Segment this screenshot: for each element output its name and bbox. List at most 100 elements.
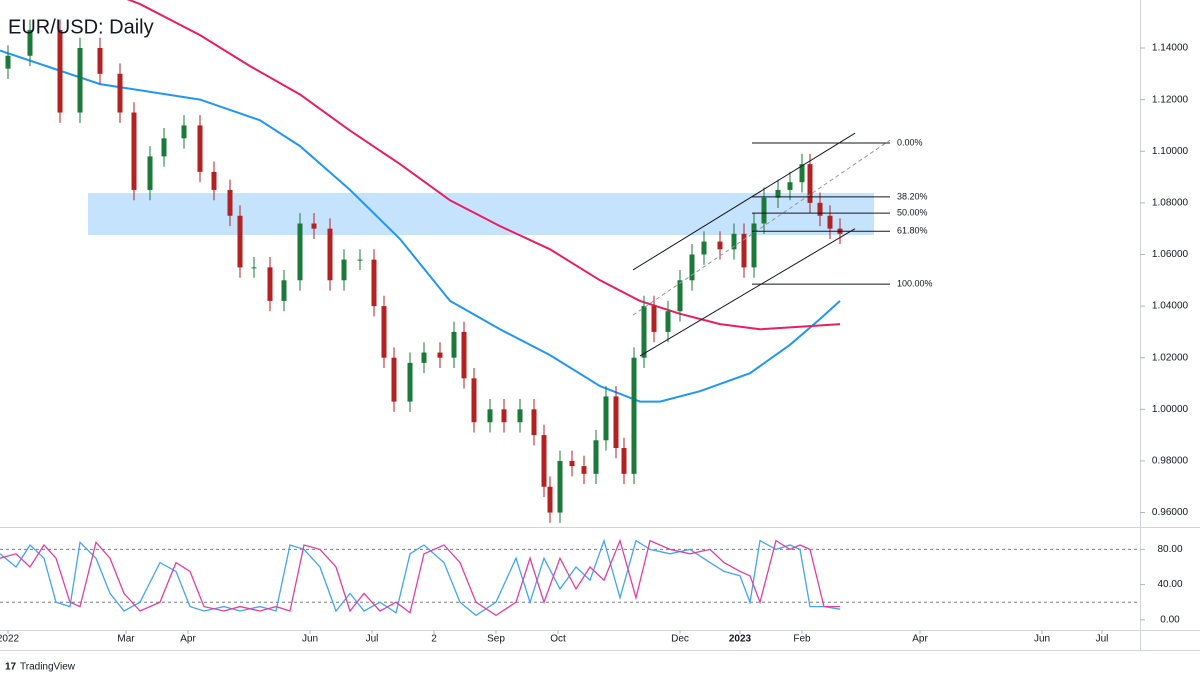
fib-label: 38.20%: [897, 191, 928, 201]
fib-label: 0.00%: [897, 137, 923, 147]
candle-body: [327, 228, 333, 281]
moving-average: [0, 49, 841, 403]
y-tick-label: 1.04000: [1152, 301, 1189, 312]
candle-body: [517, 409, 523, 423]
y-tick-label: 40.00: [1157, 579, 1182, 590]
candle-body: [461, 331, 467, 379]
logo-icon: 17: [5, 662, 17, 673]
candle-body: [407, 362, 413, 402]
candle-body: [817, 202, 823, 216]
candle-body: [131, 112, 137, 190]
candle-body: [161, 138, 167, 157]
y-tick-label: 1.12000: [1152, 94, 1189, 105]
candle-body: [267, 267, 273, 301]
x-tick-label: Dec: [671, 634, 689, 645]
candle-body: [775, 189, 781, 198]
logo: 17 TradingView: [5, 662, 76, 673]
candle-body: [297, 223, 303, 281]
candle-body: [27, 29, 33, 56]
candle-body: [531, 409, 537, 436]
x-tick-label: Mar: [117, 634, 135, 645]
candle-body: [677, 280, 683, 312]
candle-body: [631, 357, 637, 474]
trend-line: [632, 139, 891, 316]
fib-label: 50.00%: [897, 208, 928, 218]
candle-body: [451, 331, 457, 358]
candle-body: [251, 267, 257, 269]
x-tick-label: 2023: [729, 634, 752, 645]
candle-body: [665, 311, 671, 332]
candle-body: [5, 55, 11, 69]
candle-body: [357, 259, 363, 261]
candle-body: [501, 409, 507, 423]
candle-body: [621, 448, 627, 474]
candle-body: [569, 460, 575, 467]
y-tick-label: 0.96000: [1152, 507, 1189, 518]
price-pane: 0.00% 38.20% 50.00% 61.80% 100.00%: [0, 0, 933, 523]
x-tick-label: Oct: [550, 634, 566, 645]
candle-body: [807, 164, 813, 203]
x-tick-label: Apr: [180, 634, 196, 645]
candle-body: [827, 215, 833, 229]
candle-body: [77, 48, 83, 113]
candle-body: [613, 396, 619, 449]
support-zone: [88, 193, 874, 236]
candle-body: [751, 223, 757, 268]
trend-line: [639, 228, 856, 357]
candle-body: [437, 352, 443, 358]
x-tick-label: Jul: [366, 634, 379, 645]
candle-body: [371, 259, 377, 307]
candle-body: [651, 306, 657, 332]
candle-body: [281, 280, 287, 301]
candle-body: [57, 29, 63, 113]
x-tick-label: 2022: [0, 634, 20, 645]
x-tick-label: Jun: [302, 634, 318, 645]
y-tick-label: 1.14000: [1152, 43, 1189, 54]
y-tick-label: 1.08000: [1152, 197, 1189, 208]
candle-body: [311, 223, 317, 229]
candle-body: [689, 254, 695, 281]
candle-body: [227, 189, 233, 216]
candle-body: [731, 233, 737, 250]
candle-body: [761, 197, 767, 224]
y-tick-label: 1.10000: [1152, 146, 1189, 157]
candle-body: [421, 352, 427, 363]
candle-body: [799, 164, 805, 183]
y-tick-label: 1.02000: [1152, 352, 1189, 363]
fib-label: 100.00%: [897, 279, 933, 289]
candle-body: [581, 466, 587, 474]
candle-body: [117, 73, 123, 113]
y-tick-label: 1.06000: [1152, 249, 1189, 260]
candle-body: [717, 241, 723, 250]
candle-body: [701, 241, 707, 255]
logo-text: TradingView: [20, 662, 76, 673]
candle-body: [147, 156, 153, 190]
candle-body: [557, 460, 563, 513]
x-tick-label: 2: [431, 634, 437, 645]
x-tick-label: Jun: [1034, 634, 1050, 645]
candle-body: [97, 48, 103, 74]
x-tick-label: Apr: [912, 634, 928, 645]
candle-body: [593, 440, 599, 474]
candle-body: [381, 306, 387, 358]
candle-body: [741, 233, 747, 268]
candle-body: [391, 357, 397, 402]
candle-body: [341, 259, 347, 281]
axes: 0.96000 0.98000 1.00000 1.02000 1.04000 1.060…: [0, 0, 1200, 651]
chart-title: EUR/USD: Daily: [8, 16, 154, 38]
y-tick-label: 80.00: [1157, 544, 1182, 555]
y-tick-label: 0.98000: [1152, 456, 1189, 467]
candle-body: [547, 486, 553, 513]
x-tick-label: Sep: [487, 634, 505, 645]
candle-body: [603, 396, 609, 441]
x-tick-label: Feb: [793, 634, 811, 645]
x-tick-label: Jul: [1096, 634, 1109, 645]
candle-body: [471, 378, 477, 423]
candle-body: [197, 125, 203, 172]
moving-average: [126, 0, 841, 331]
oscillator-pane: [0, 538, 1140, 617]
fib-label: 61.80%: [897, 226, 928, 236]
y-tick-label: 0.00: [1160, 614, 1180, 625]
candle-body: [641, 306, 647, 358]
